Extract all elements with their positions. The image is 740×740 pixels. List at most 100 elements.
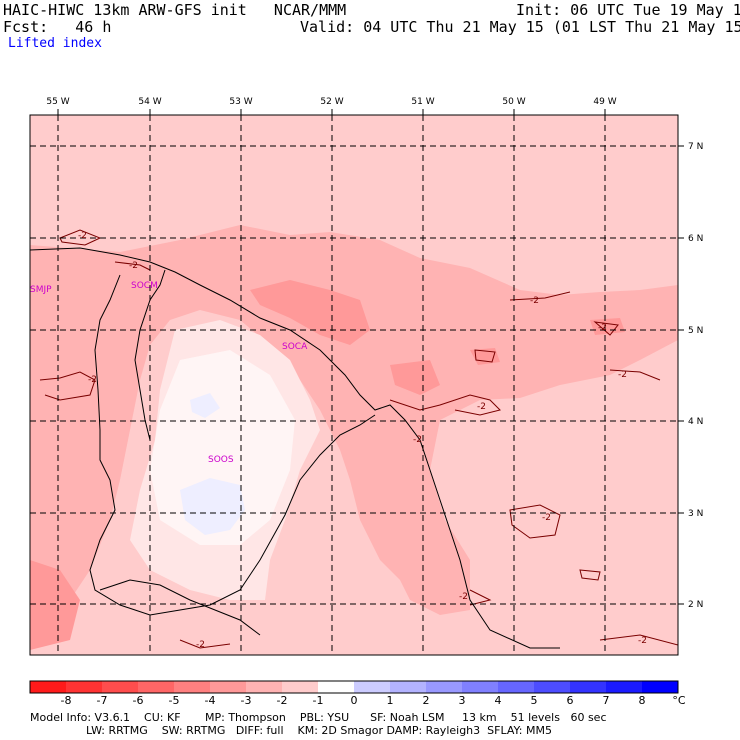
contour-line [469, 589, 492, 606]
colorbar-swatch [606, 681, 643, 693]
colorbar-tick-label: -5 [168, 694, 180, 707]
colorbar-tick-label: -6 [132, 694, 144, 707]
colorbar-tick-label: -1 [312, 694, 324, 707]
lon-label: 55 W [46, 97, 69, 107]
colorbar-tick-label: 1 [386, 694, 394, 707]
colorbar-frame [29, 680, 679, 694]
colorbar-swatch [354, 681, 391, 693]
colorbar-swatch [66, 681, 103, 693]
contour-label: -2 [542, 513, 551, 523]
lon-label: 54 W [138, 97, 161, 107]
band-left [30, 560, 80, 650]
contour-line [39, 371, 96, 401]
lon-label: 52 W [320, 97, 343, 107]
contour-line [609, 369, 661, 381]
ticks [57, 109, 684, 605]
contour-label: -2 [638, 636, 647, 646]
map-frame [29, 114, 679, 656]
contour-line [474, 349, 496, 363]
contour-line [599, 634, 678, 646]
stations: SMJP SOCM SOCA SOOS [30, 281, 308, 465]
colorbar-swatch [642, 681, 679, 693]
colorbar-swatch [102, 681, 139, 693]
band-plus1a [190, 393, 220, 418]
colorbar-swatch [498, 681, 535, 693]
contour-line [179, 639, 231, 649]
lat-label: 3 N [688, 509, 703, 519]
station-label: SOOS [208, 455, 234, 465]
lat-label: 6 N [688, 234, 703, 244]
contour-label: -2 [530, 296, 539, 306]
station-label: SMJP [30, 285, 52, 295]
forecast-hour: Fcst: 46 h [3, 18, 112, 36]
colorbar-swatch [138, 681, 175, 693]
colorbar [29, 680, 679, 694]
band-minus3 [30, 225, 678, 620]
contour-label: -2 [618, 370, 627, 380]
contour-label: -2 [598, 323, 607, 333]
colorbar-tick-label: 5 [530, 694, 538, 707]
contour-line [579, 569, 601, 581]
contour-labels: -2 -2 -2 -2 -2 -2 -2 -2 -2 -2 -2 -2 [78, 231, 647, 650]
border-guyana-suriname [89, 274, 376, 616]
valid-time: Valid: 04 UTC Thu 21 May 15 (01 LST Thu … [300, 18, 740, 36]
lifted-index-field [30, 115, 678, 655]
graticule [30, 115, 678, 655]
contour-line [509, 291, 571, 301]
border-south [99, 579, 261, 636]
lon-label: 50 W [502, 97, 525, 107]
colorbar-unit: °C [672, 694, 686, 707]
init-time: Init: 06 UTC Tue 19 May 15 [516, 1, 740, 19]
contours [39, 229, 678, 649]
coastline-borders [30, 247, 560, 649]
colorbar-tick-label: -4 [204, 694, 216, 707]
colorbar-swatch [174, 681, 211, 693]
contour-label: -2 [88, 375, 97, 385]
colorbar-swatch [570, 681, 607, 693]
contour-line [114, 261, 151, 271]
lat-label: 5 N [688, 326, 703, 336]
band-minus4b [390, 360, 440, 395]
colorbar-swatch [30, 681, 67, 693]
colorbar-tick-label: 7 [602, 694, 610, 707]
contour-label: -2 [477, 402, 486, 412]
colorbar-swatch [426, 681, 463, 693]
colorbar-tick-label: -7 [96, 694, 108, 707]
contour-line [509, 504, 561, 539]
contour-label: -2 [459, 592, 468, 602]
contour-line [59, 229, 102, 246]
lon-label: 51 W [411, 97, 434, 107]
colorbar-tick-label: -3 [240, 694, 252, 707]
colorbar-swatch [462, 681, 499, 693]
colorbar-tick-label: 4 [494, 694, 502, 707]
model-info-line1: Model Info: V3.6.1 CU: KF MP: Thompson P… [30, 711, 607, 724]
coastline [30, 247, 560, 649]
contour-label: -2 [129, 261, 138, 271]
colorbar-swatch [282, 681, 319, 693]
station-label: SOCM [131, 281, 158, 291]
contour-label: -2 [413, 435, 422, 445]
colorbar-tick-label: 0 [350, 694, 358, 707]
contour-label: -2 [196, 640, 205, 650]
colorbar-swatch [318, 681, 355, 693]
lon-labels: 55 W 54 W 53 W 52 W 51 W 50 W 49 W [46, 97, 616, 107]
colorbar-swatch [246, 681, 283, 693]
colorbar-tick-label: 8 [638, 694, 646, 707]
band-plus1b [180, 478, 245, 535]
station-label: SOCA [282, 342, 308, 352]
model-info-line2: LW: RRTMG SW: RRTMG DIFF: full KM: 2D Sm… [30, 724, 552, 737]
colorbar-swatch [390, 681, 427, 693]
band-minus4a [250, 280, 370, 345]
colorbar-tick-label: 3 [458, 694, 466, 707]
lon-label: 53 W [229, 97, 252, 107]
field-name: Lifted index [8, 36, 102, 51]
lat-label: 4 N [688, 417, 703, 427]
lat-label: 7 N [688, 142, 703, 152]
lon-label: 49 W [593, 97, 616, 107]
colorbar-tick-label: 2 [422, 694, 430, 707]
colorbar-swatch [210, 681, 247, 693]
colorbar-swatch [534, 681, 571, 693]
colorbar-tick-label: -8 [60, 694, 72, 707]
colorbar-tick-label: -2 [276, 694, 288, 707]
